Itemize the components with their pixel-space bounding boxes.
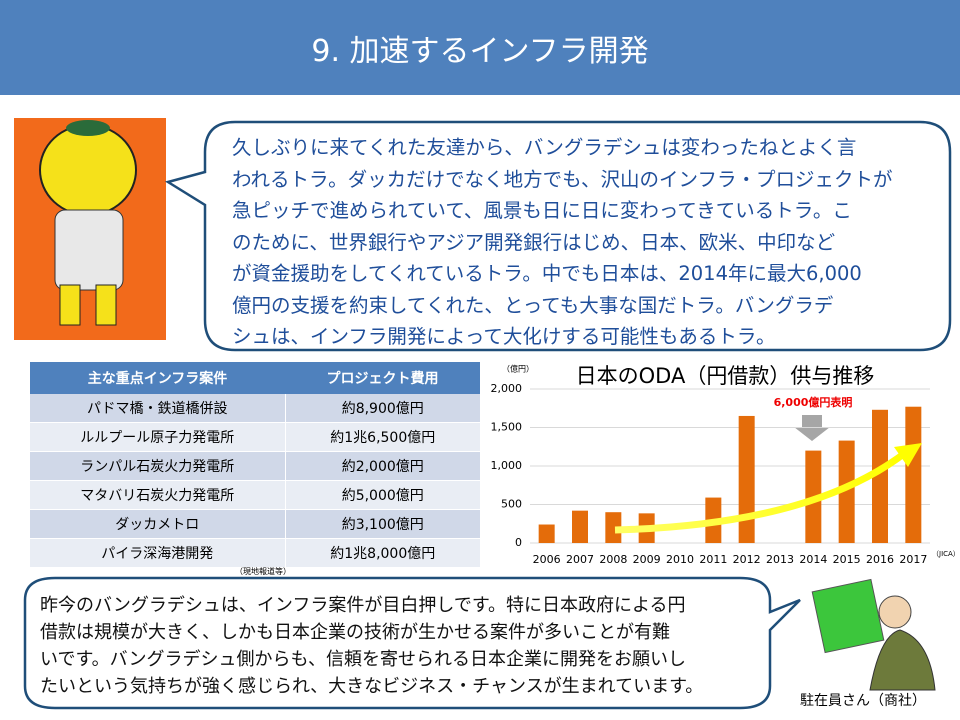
speech-line: 急ピッチで進められていて、風景も日に日に変わってきているトラ。こ — [232, 199, 852, 222]
table-row: ランパル石炭火力発電所 約2,000億円 — [30, 451, 480, 481]
speech-text: 久しぶりに来てくれた友達から、バングラデシュは変わったねとよく言われるトラ。ダッ… — [232, 132, 942, 353]
speech-line: のために、世界銀行やアジア開発銀行はじめ、日本、欧米、中印など — [232, 230, 836, 254]
person-image — [811, 578, 936, 691]
bar — [605, 512, 622, 543]
x-tick-label: 2006 — [533, 553, 561, 566]
x-tick-label: 2008 — [599, 553, 627, 566]
table-row: パドマ橋・鉄道橋併設 約8,900億円 — [30, 394, 480, 423]
x-tick-label: 2012 — [733, 553, 761, 566]
bar — [872, 409, 888, 543]
chart: 日本のODA（円借款）供与推移 （億円） （JICA） 6,000億円表明 0 5… — [491, 364, 960, 567]
x-tick-label: 2010 — [666, 553, 694, 566]
table-cell: ランパル石炭火力発電所 — [30, 451, 285, 481]
x-tick-label: 2013 — [766, 553, 794, 566]
table-row: ダッカメトロ 約3,100億円 — [30, 509, 480, 539]
talk-bubble — [23, 576, 801, 710]
y-tick-label: 0 — [515, 536, 522, 549]
table-row: パイラ深海港開発 約1兆8,000億円 — [30, 538, 480, 568]
table-cell: ダッカメトロ — [30, 509, 285, 539]
bar — [572, 510, 588, 543]
speech-line: われるトラ。ダッカだけでなく地方でも、沢山のインフラ・プロジェクトが — [232, 167, 893, 191]
table-cell: 約1兆6,500億円 — [284, 422, 480, 452]
header-cell: 主な重点インフラ案件 — [30, 362, 285, 394]
x-tick-label: 2011 — [699, 553, 727, 566]
chart-title: 日本のODA（円借款）供与推移 — [576, 364, 875, 388]
table-cell: 約2,000億円 — [284, 451, 480, 481]
bar — [738, 415, 755, 543]
project-table: 主な重点インフラ案件 プロジェクト費用 パドマ橋・鉄道橋併設 約8,900億円 ルルプー… — [30, 362, 480, 568]
talk-line: いです。バングラデシュ側からも、信頼を寄せられる日本企業に開発をお願いし — [40, 649, 687, 670]
x-tick-label: 2014 — [799, 553, 827, 566]
table-cell: マタバリ石炭火力発電所 — [30, 480, 285, 510]
talk-line: 借款は規模が大きく、しかも日本企業の技術が生かせる案件が多いことが有難 — [40, 622, 670, 643]
x-tick-label: 2016 — [866, 553, 894, 566]
bar — [838, 440, 855, 543]
table-cell: 約1兆8,000億円 — [284, 538, 480, 568]
speech-line: シュは、インフラ開発によって大化けする可能性もあるトラ。 — [232, 325, 776, 348]
x-tick-label: 2007 — [566, 553, 594, 566]
y-tick-label: 1,500 — [491, 421, 523, 434]
table-cell: パイラ深海港開発 — [30, 538, 285, 568]
table-row: ルルプール原子力発電所 約1兆6,500億円 — [30, 422, 480, 452]
y-tick-label: 500 — [501, 498, 522, 511]
x-tick-label: 2009 — [633, 553, 661, 566]
unit-label: （億円） — [502, 364, 534, 374]
y-tick-label: 1,000 — [491, 459, 523, 472]
header-row: 主な重点インフラ案件 プロジェクト費用 — [30, 362, 480, 394]
table-cell: ルルプール原子力発電所 — [30, 422, 285, 452]
speech-bubble — [164, 120, 952, 352]
table-source: （現地報道等） — [235, 567, 291, 576]
bar — [905, 406, 922, 543]
speech-line: が資金援助をしてくれているトラ。中でも日本は、2014年に最大6,000 — [232, 262, 862, 285]
slide-title: 9. 加速するインフラ開発 — [0, 0, 960, 95]
y-tick-label: 2,000 — [491, 382, 523, 395]
table-cell: パドマ橋・鉄道橋併設 — [30, 394, 285, 423]
table-row: マタバリ石炭火力発電所 約5,000億円 — [30, 480, 480, 510]
trend-arrow — [614, 450, 908, 534]
chart-source: （JICA） — [932, 550, 960, 558]
table-cell: 約3,100億円 — [284, 509, 480, 539]
talk-line: 昨今のバングラデシュは、インフラ案件が目白押しです。特に日本政府による円 — [40, 595, 686, 616]
table-cell: 約5,000億円 — [284, 480, 480, 510]
x-tick-label: 2015 — [833, 553, 861, 566]
speech-line: 億円の支援を約束してくれた、とっても大事な国だトラ。バングラデ — [232, 293, 834, 317]
annotation: 6,000億円表明 — [774, 395, 853, 409]
talk-text: 昨今のバングラデシュは、インフラ案件が目白押しです。特に日本政府による円 借款は規… — [40, 592, 760, 700]
table-cell: 約8,900億円 — [284, 394, 480, 423]
trend-arrowhead — [894, 443, 922, 467]
x-tick-label: 2017 — [899, 553, 927, 566]
tiger-image — [14, 118, 166, 340]
talk-line: たいという気持ちが強く感じられ、大きなビジネス・チャンスが生まれています。 — [40, 676, 704, 697]
speech-line: 久しぶりに来てくれた友達から、バングラデシュは変わったねとよく言 — [232, 136, 857, 159]
bar — [538, 524, 555, 543]
header-cell: プロジェクト費用 — [285, 362, 480, 394]
person-caption: 駐在員さん（商社） — [800, 693, 926, 709]
